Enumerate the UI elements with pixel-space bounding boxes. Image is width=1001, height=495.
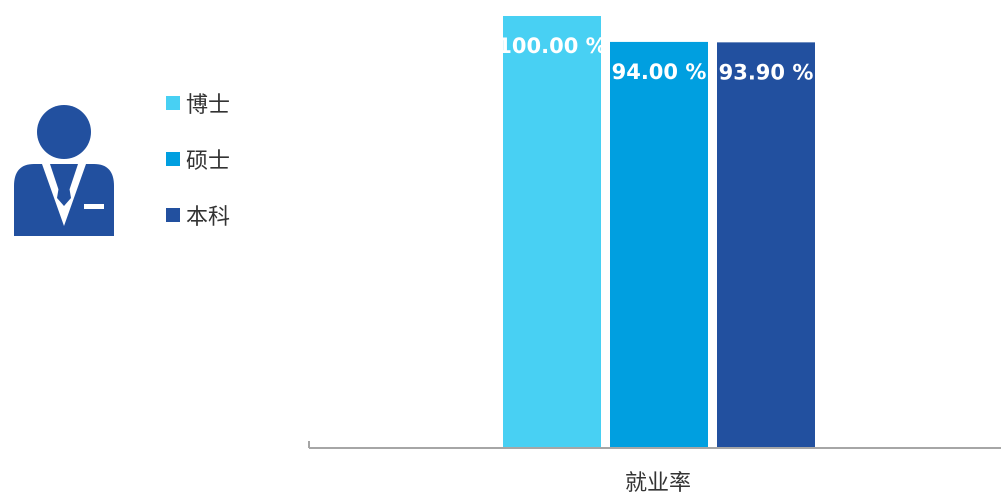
bar-value-label: 100.00 % — [497, 34, 606, 58]
legend-swatch — [166, 96, 180, 110]
bar-value-label: 94.00 % — [612, 60, 707, 84]
legend-swatch — [166, 152, 180, 166]
businessman-icon — [14, 105, 114, 236]
bar-3 — [717, 42, 815, 449]
legend-label: 博士 — [186, 93, 231, 118]
bar-2 — [610, 41, 708, 449]
legend-label: 本科 — [186, 205, 231, 230]
legend-item: 硕士 — [166, 144, 230, 174]
legend-item: 本科 — [166, 200, 230, 230]
bars-group: 100.00 %94.00 % 93.90 % — [497, 16, 815, 449]
bar-value-label: 93.90 % — [719, 60, 814, 84]
legend-label: 硕士 — [186, 149, 231, 174]
legend-item: 博士 — [166, 88, 230, 118]
legend-swatch — [166, 208, 180, 222]
category-label: 就业率 — [625, 471, 691, 495]
legend: 博士 硕士 本科 — [166, 88, 230, 256]
bar-1 — [503, 16, 601, 448]
